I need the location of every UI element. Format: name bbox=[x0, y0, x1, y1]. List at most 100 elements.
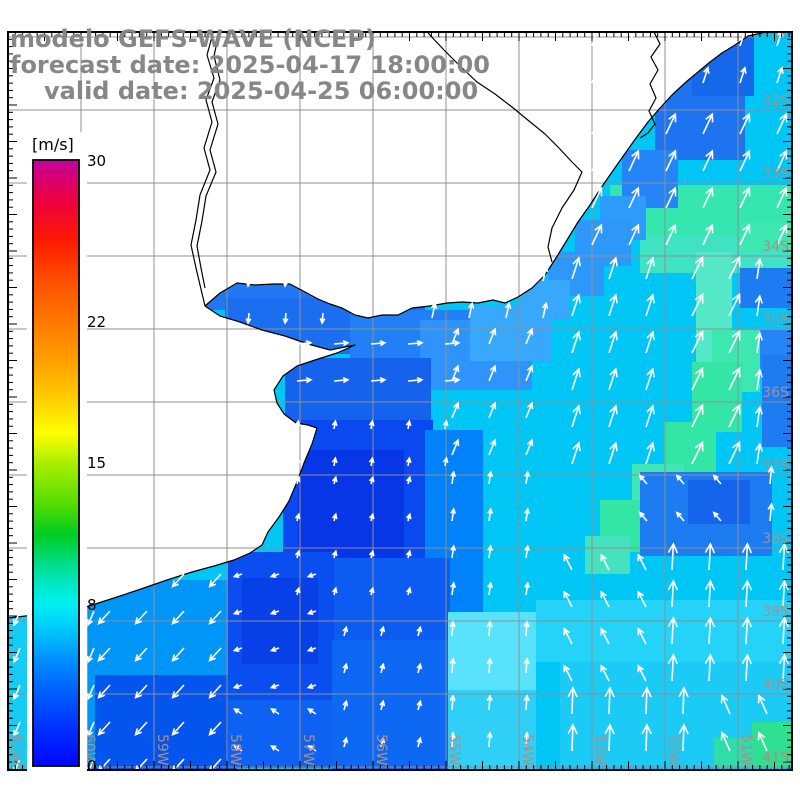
wind-arrow bbox=[331, 419, 338, 430]
wind-arrow bbox=[704, 653, 716, 682]
wind-arrow bbox=[757, 694, 768, 715]
wind-speed-patch bbox=[448, 612, 536, 690]
wind-arrow bbox=[728, 403, 741, 428]
wind-arrow bbox=[86, 721, 95, 738]
wind-arrow bbox=[778, 653, 790, 682]
wind-arrow bbox=[667, 616, 679, 645]
wind-arrow bbox=[675, 474, 685, 485]
wind-arrow bbox=[571, 441, 581, 465]
wind-arrow bbox=[451, 438, 460, 456]
wind-arrow bbox=[270, 745, 280, 752]
wind-arrow bbox=[541, 264, 549, 282]
wind-arrow bbox=[97, 610, 111, 625]
wind-arrow bbox=[269, 609, 280, 615]
wind-arrow bbox=[208, 684, 222, 699]
wind-arrow bbox=[608, 293, 618, 317]
latitude-label: 39S bbox=[762, 604, 789, 620]
wind-arrow bbox=[331, 475, 338, 485]
wind-arrow bbox=[702, 186, 714, 209]
wind-arrow bbox=[486, 694, 493, 711]
wind-arrow bbox=[702, 223, 714, 246]
wind-arrow bbox=[342, 699, 349, 711]
wind-arrow bbox=[307, 708, 317, 715]
wind-arrow bbox=[702, 112, 714, 135]
wind-arrow bbox=[608, 330, 618, 354]
wind-arrow bbox=[523, 731, 530, 748]
wind-arrow bbox=[296, 340, 313, 347]
wind-arrow bbox=[591, 66, 599, 84]
wind-arrow bbox=[704, 542, 716, 571]
wind-arrow bbox=[282, 275, 289, 288]
latitude-label: 35S bbox=[762, 312, 789, 328]
wind-arrow bbox=[728, 329, 741, 354]
wind-arrow bbox=[767, 502, 775, 522]
wind-arrow bbox=[306, 609, 317, 615]
wind-arrow bbox=[487, 470, 494, 485]
wind-arrow bbox=[712, 511, 722, 522]
wind-arrow bbox=[449, 657, 456, 674]
wind-arrow bbox=[430, 301, 438, 319]
wind-arrow bbox=[776, 186, 788, 209]
land-area bbox=[8, 32, 766, 618]
wind-arrow bbox=[608, 441, 618, 465]
wind-arrow bbox=[637, 590, 647, 608]
wind-speed-patch bbox=[95, 675, 237, 770]
wind-arrow bbox=[645, 293, 655, 317]
wind-arrow bbox=[331, 456, 338, 467]
wind-arrow bbox=[591, 149, 603, 172]
wind-arrow bbox=[134, 647, 148, 662]
wind-arrow bbox=[691, 329, 704, 354]
longitude-label: 59W bbox=[154, 734, 170, 766]
wind-arrow bbox=[208, 647, 222, 662]
wind-arrow bbox=[331, 512, 338, 522]
wind-arrow bbox=[776, 149, 788, 172]
wind-arrow bbox=[628, 66, 636, 84]
wind-arrow bbox=[645, 441, 655, 465]
wind-arrow bbox=[379, 662, 386, 674]
wind-arrow bbox=[641, 723, 652, 752]
wind-arrow bbox=[449, 694, 456, 711]
colorbar-tick-label: 8 bbox=[87, 596, 97, 614]
longitude-label: 61W bbox=[8, 734, 24, 766]
colorbar-tick-label: 22 bbox=[87, 313, 106, 331]
wind-arrow bbox=[232, 572, 243, 578]
wind-arrow bbox=[405, 419, 412, 430]
wind-arrow bbox=[665, 112, 677, 135]
wind-arrow bbox=[294, 419, 301, 430]
wind-arrow bbox=[608, 404, 618, 428]
wind-arrow bbox=[739, 66, 747, 84]
wind-arrow bbox=[754, 442, 763, 465]
wind-arrow bbox=[294, 549, 301, 559]
wind-arrow bbox=[524, 470, 531, 485]
wind-arrow bbox=[97, 684, 111, 699]
wind-arrow bbox=[776, 223, 788, 246]
wind-arrow bbox=[405, 586, 412, 596]
wind-arrow bbox=[368, 512, 375, 522]
wind-arrow bbox=[379, 625, 386, 637]
wind-arrow bbox=[563, 553, 573, 571]
wind-arrow bbox=[450, 544, 457, 559]
wind-speed-patch bbox=[688, 480, 750, 524]
wind-arrow bbox=[702, 149, 714, 172]
wind-arrow bbox=[416, 699, 423, 711]
latitude-label: 36S bbox=[762, 385, 789, 401]
wind-arrow bbox=[294, 512, 301, 522]
latitude-label: 34S bbox=[762, 239, 789, 255]
wind-arrow bbox=[523, 657, 530, 674]
wind-arrow bbox=[778, 616, 790, 645]
wind-arrow bbox=[86, 647, 95, 664]
wind-arrow bbox=[134, 684, 148, 699]
wind-arrow bbox=[416, 662, 423, 674]
wind-arrow bbox=[591, 29, 599, 47]
wind-arrow bbox=[678, 723, 689, 752]
wind-arrow bbox=[691, 292, 704, 317]
wind-arrow bbox=[12, 684, 21, 701]
wind-arrow bbox=[754, 294, 763, 317]
wind-arrow bbox=[467, 264, 475, 282]
wind-arrow bbox=[754, 368, 763, 391]
wind-arrow bbox=[628, 186, 640, 209]
wind-arrow bbox=[451, 401, 460, 419]
wind-arrow bbox=[571, 256, 581, 280]
wind-arrow bbox=[12, 647, 21, 664]
